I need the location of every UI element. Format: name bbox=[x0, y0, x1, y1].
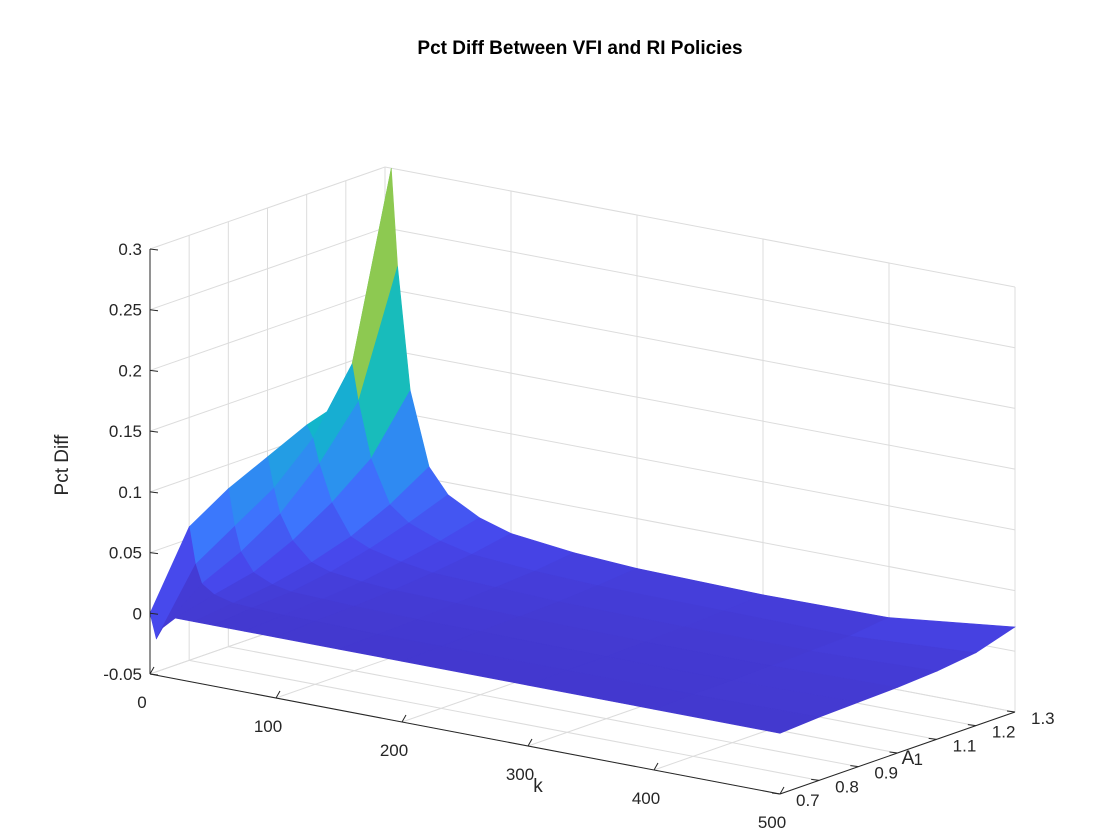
gridline-back-z bbox=[384, 166, 1016, 288]
chart-title: Pct Diff Between VFI and RI Policies bbox=[417, 38, 742, 59]
y-tick-label: 1 bbox=[914, 750, 923, 769]
x-tick-label: 500 bbox=[758, 813, 786, 832]
surface-layer bbox=[149, 168, 1016, 734]
z-axis-label: Pct Diff bbox=[52, 434, 73, 496]
gridline-back-z bbox=[384, 227, 1016, 349]
z-tick-mark bbox=[149, 491, 159, 494]
y-tick-mark bbox=[850, 765, 859, 768]
x-tick-mark bbox=[527, 738, 533, 747]
y-tick-mark bbox=[889, 751, 898, 754]
gridline-back-z bbox=[384, 348, 1016, 470]
x-tick-mark bbox=[149, 666, 155, 675]
z-tick-label: 0.1 bbox=[118, 483, 142, 502]
x-tick-label: 0 bbox=[137, 693, 146, 712]
x-tick-label: 100 bbox=[254, 717, 282, 736]
gridline-back-z bbox=[384, 470, 1016, 592]
tick-layer: 0 100 200 300 400 500 0.7 0.8 0.9 1 1.1 1.2 1.3 -0.05… bbox=[103, 240, 1054, 832]
z-tick-label: 0 bbox=[133, 604, 142, 623]
z-tick-label: 0.3 bbox=[118, 240, 142, 259]
z-tick-label: 0.15 bbox=[109, 422, 142, 441]
y-tick-mark bbox=[811, 778, 820, 781]
y-axis-label: A bbox=[902, 748, 915, 769]
z-tick-mark bbox=[149, 430, 159, 433]
z-tick-mark bbox=[149, 248, 159, 251]
x-tick-mark bbox=[653, 762, 659, 771]
y-tick-label: 1.3 bbox=[1031, 709, 1055, 728]
x-tick-label: 300 bbox=[506, 765, 534, 784]
z-tick-label: 0.2 bbox=[118, 361, 142, 380]
z-tick-mark bbox=[149, 552, 159, 555]
y-tick-mark bbox=[1006, 710, 1016, 713]
surface-patch bbox=[652, 694, 821, 734]
y-tick-label: 1.1 bbox=[953, 736, 977, 755]
y-tick-label: 0.8 bbox=[835, 777, 859, 796]
gridline-left-z bbox=[149, 227, 386, 311]
y-tick-label: 0.9 bbox=[874, 764, 898, 783]
z-tick-label: 0.25 bbox=[109, 301, 142, 320]
gridline-floor-a bbox=[228, 646, 859, 768]
z-tick-mark bbox=[149, 612, 159, 615]
x-tick-mark bbox=[275, 690, 281, 699]
gridline-left-z bbox=[149, 166, 386, 250]
gridline-left-z bbox=[149, 287, 386, 371]
gridline-left-z bbox=[149, 348, 386, 432]
z-tick-mark bbox=[149, 309, 159, 312]
y-tick-mark bbox=[928, 737, 937, 740]
gridline-back-z bbox=[384, 287, 1016, 409]
z-tick-label: 0.05 bbox=[109, 544, 142, 563]
gridline-back-z bbox=[384, 409, 1016, 531]
gridline-floor-a bbox=[189, 659, 820, 781]
x-tick-label: 200 bbox=[380, 741, 408, 760]
x-tick-mark bbox=[779, 786, 785, 795]
y-tick-mark bbox=[967, 724, 976, 727]
x-axis-line bbox=[149, 673, 781, 795]
y-tick-mark bbox=[771, 792, 781, 795]
x-axis-label: k bbox=[533, 776, 543, 797]
z-tick-mark bbox=[149, 369, 159, 372]
x-tick-label: 400 bbox=[632, 789, 660, 808]
z-tick-mark bbox=[149, 673, 159, 676]
x-tick-mark bbox=[401, 714, 407, 723]
z-tick-label: -0.05 bbox=[103, 665, 142, 684]
y-tick-label: 1.2 bbox=[992, 723, 1016, 742]
y-tick-label: 0.7 bbox=[796, 791, 820, 810]
